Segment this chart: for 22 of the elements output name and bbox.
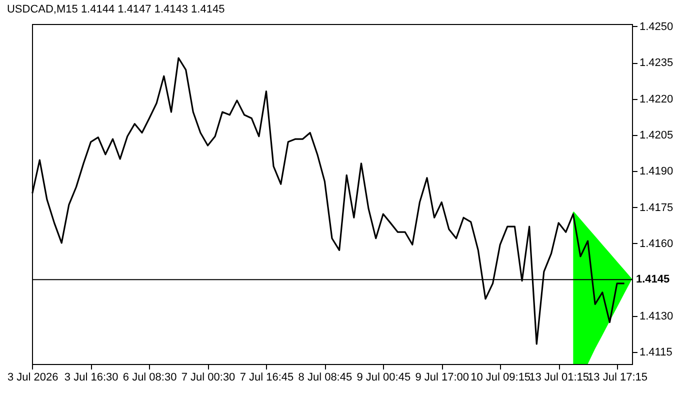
x-tick-label: 7 Jul 00:30 <box>181 372 236 384</box>
y-tick-label: 1.4250 <box>640 20 674 33</box>
y-tick-label: 1.4175 <box>640 202 674 214</box>
x-tick-label: 13 Jul 01:15 <box>529 372 590 384</box>
y-tick-label: 1.4235 <box>640 57 674 70</box>
x-tick-label: 8 Jul 08:45 <box>298 372 352 384</box>
y-tick-label: 1.4220 <box>640 93 674 106</box>
x-tick-label: 9 Jul 17:00 <box>415 372 470 384</box>
chart-title: USDCAD,M15 1.4144 1.4147 1.4143 1.4145 <box>6 3 225 16</box>
y-tick-label: 1.4190 <box>640 166 674 178</box>
x-tick-label: 10 Jul 09:15 <box>470 372 531 384</box>
x-tick-label: 13 Jul 17:15 <box>588 372 648 384</box>
x-tick-label: 9 Jul 00:45 <box>356 372 411 384</box>
x-tick-label: 7 Jul 16:45 <box>240 372 294 384</box>
y-tick-label: 1.4115 <box>640 346 672 358</box>
y-tick-label: 1.4205 <box>640 129 674 142</box>
x-tick-label: 6 Jul 08:30 <box>122 372 177 384</box>
y-tick-label: 1.4160 <box>640 238 674 250</box>
y-tick-label: 1.4130 <box>640 310 674 322</box>
ref-line-label: 1.4145 <box>636 274 670 286</box>
x-tick-label: 3 Jul 16:30 <box>64 372 118 384</box>
x-tick-label: 3 Jul 2026 <box>7 372 58 384</box>
